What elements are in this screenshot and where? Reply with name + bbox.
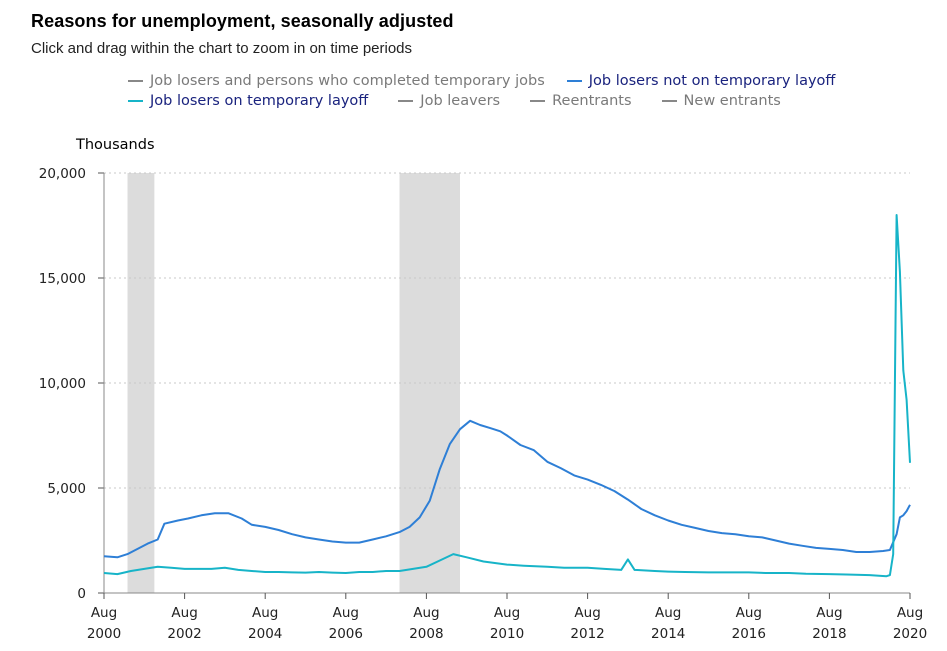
legend-item-job-losers-not-temp-layoff[interactable]: Job losers not on temporary layoff	[566, 73, 836, 89]
x-tick-month: Aug	[333, 605, 359, 621]
x-tick-year: 2004	[248, 626, 282, 642]
x-tick-month: Aug	[171, 605, 197, 621]
legend-row-2: Job losers on temporary layoff Job leave…	[128, 93, 781, 109]
series-lines	[103, 214, 911, 578]
legend-item-reentrants[interactable]: Reentrants	[530, 93, 632, 109]
gridlines	[104, 172, 910, 489]
x-tick-month: Aug	[816, 605, 842, 621]
y-tick-label: 5,000	[47, 481, 86, 497]
x-tick-month: Aug	[413, 605, 439, 621]
axes: 0 5,000 10,000 15,000 20,000 Aug 2000 Aug 2002 Au…	[39, 166, 927, 642]
legend-label: Job losers and persons who completed tem…	[150, 73, 545, 89]
x-tick-year: 2014	[651, 626, 685, 642]
chart-title: Reasons for unemployment, seasonally adj…	[31, 11, 454, 31]
x-tick-year: 2020	[893, 626, 927, 642]
legend-swatch	[530, 100, 546, 102]
y-tick-label: 0	[77, 586, 86, 602]
legend-swatch	[566, 80, 582, 82]
chart-subtitle: Click and drag within the chart to zoom …	[31, 40, 413, 57]
legend-label: New entrants	[683, 93, 781, 109]
y-tick-label: 20,000	[39, 166, 86, 182]
x-tick-month: Aug	[91, 605, 117, 621]
legend-label: Reentrants	[552, 93, 632, 109]
legend-label: Job losers on temporary layoff	[150, 93, 369, 109]
legend-item-job-leavers[interactable]: Job leavers	[398, 93, 500, 109]
x-tick-year: 2012	[570, 626, 604, 642]
y-tick-label: 10,000	[39, 376, 86, 392]
legend-row-1: Job losers and persons who completed tem…	[128, 73, 835, 89]
legend-swatch	[128, 80, 143, 82]
series-line-job-losers-on-temporary-layoff	[103, 214, 911, 578]
legend-swatch	[398, 100, 414, 102]
x-tick-year: 2010	[490, 626, 524, 642]
x-tick-month: Aug	[897, 605, 923, 621]
x-tick-month: Aug	[736, 605, 762, 621]
x-tick-year: 2016	[732, 626, 766, 642]
x-tick-year: 2006	[329, 626, 363, 642]
x-tick-year: 2008	[409, 626, 443, 642]
legend-swatch	[128, 100, 143, 102]
series-line-job-losers-not-on-temporary-layoff	[103, 419, 911, 559]
legend-item-job-losers-completed-temp[interactable]: Job losers and persons who completed tem…	[128, 73, 545, 89]
legend-label: Job losers not on temporary layoff	[588, 73, 836, 89]
legend-label: Job leavers	[420, 93, 501, 109]
legend-swatch	[661, 100, 677, 102]
x-tick-month: Aug	[494, 605, 520, 621]
x-tick-year: 2000	[87, 626, 121, 642]
x-tick-month: Aug	[655, 605, 681, 621]
y-tick-label: 15,000	[39, 271, 86, 287]
x-tick-year: 2002	[167, 626, 201, 642]
x-tick-year: 2018	[812, 626, 846, 642]
legend-item-new-entrants[interactable]: New entrants	[661, 93, 781, 109]
x-tick-month: Aug	[252, 605, 278, 621]
y-axis-label: Thousands	[76, 137, 155, 153]
x-tick-month: Aug	[574, 605, 600, 621]
legend-item-job-losers-temp-layoff[interactable]: Job losers on temporary layoff	[128, 93, 368, 109]
